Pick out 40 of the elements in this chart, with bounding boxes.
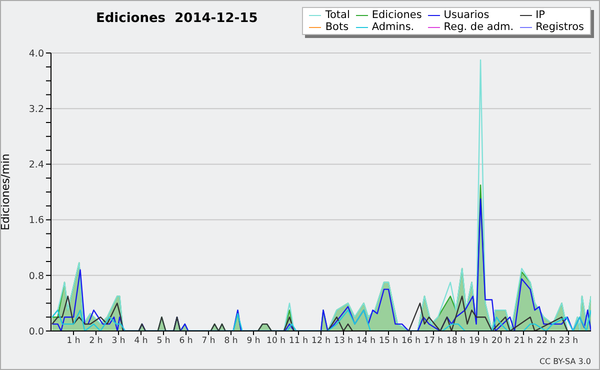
y-tick-label: 2.4 bbox=[28, 160, 44, 171]
x-tick-label: 20 h bbox=[492, 336, 510, 346]
y-axis-title: Ediciones/min bbox=[0, 154, 12, 230]
x-tick-label: 14 h bbox=[356, 336, 376, 346]
x-tick-label: 4 h bbox=[134, 336, 148, 346]
chart-title: Ediciones 2014-12-15 bbox=[96, 11, 258, 26]
legend-label: Usuarios bbox=[444, 9, 490, 21]
y-tick-label: 1.6 bbox=[28, 215, 44, 226]
legend-label: Total bbox=[325, 9, 350, 21]
y-tick-label: 3.2 bbox=[28, 104, 44, 115]
x-tick-label: 12 h bbox=[312, 336, 330, 346]
x-tick-label: 3 h bbox=[112, 336, 126, 346]
y-tick-label: 4.0 bbox=[28, 48, 44, 60]
x-tick-label: 13 h bbox=[334, 336, 353, 346]
x-tick-label: 7 h bbox=[202, 336, 216, 346]
x-tick-label: 17 h bbox=[424, 336, 443, 346]
x-tick-label: 22 h bbox=[536, 336, 556, 346]
x-tick-label: 16 h bbox=[402, 336, 420, 346]
x-tick-label: 2 h bbox=[89, 336, 103, 346]
x-tick-label: 6 h bbox=[179, 336, 193, 346]
legend-label: Reg. de adm. bbox=[444, 21, 514, 33]
legend-label: Ediciones bbox=[372, 9, 422, 21]
x-tick-label: 5 h bbox=[156, 336, 170, 346]
x-tick-label: 8 h bbox=[224, 336, 238, 346]
x-tick-label: 9 h bbox=[246, 336, 260, 346]
legend-label: IP bbox=[536, 9, 545, 21]
legend-label: Admins. bbox=[372, 21, 414, 33]
x-tick-label: 1 h bbox=[66, 336, 80, 346]
x-tick-label: 18 h bbox=[446, 336, 466, 346]
y-tick-label: 0.8 bbox=[28, 270, 44, 282]
x-tick-label: 23 h bbox=[559, 336, 578, 346]
x-tick-label: 10 h bbox=[266, 336, 286, 346]
x-tick-label: 11 h bbox=[289, 336, 308, 346]
text: CC BY-SA 3.0 bbox=[539, 357, 591, 366]
legend-label: Bots bbox=[325, 21, 349, 33]
x-tick-label: 15 h bbox=[379, 336, 398, 346]
x-tick-label: 19 h bbox=[469, 336, 488, 346]
y-tick-label: 0.0 bbox=[28, 326, 44, 338]
x-tick-label: 21 h bbox=[514, 336, 533, 346]
legend-label: Registros bbox=[536, 21, 584, 33]
